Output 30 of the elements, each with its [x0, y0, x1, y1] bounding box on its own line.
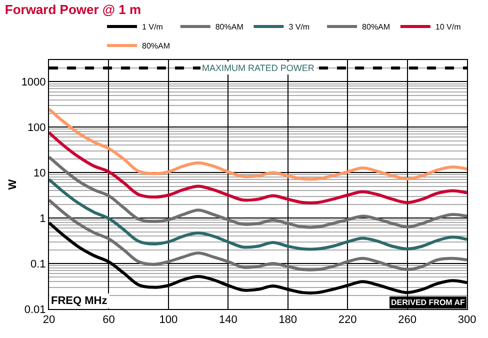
line-series: [49, 156, 467, 229]
line-series: [49, 198, 467, 272]
legend-label: 10 V/m: [435, 22, 462, 32]
x-tick-label: 60: [102, 314, 115, 326]
y-tick-label: 0.01: [24, 304, 46, 316]
chart-title: Forward Power @ 1 m: [4, 2, 142, 18]
x-tick-label: 20: [42, 314, 56, 326]
ref-line-label: MAXIMUM RATED POWER: [202, 63, 315, 73]
x-tick-label: 300: [458, 314, 476, 326]
legend-label: 80%AM: [362, 22, 390, 32]
line-series: [49, 131, 467, 204]
y-tick-label: 1: [40, 212, 46, 225]
x-tick-label: 100: [159, 314, 178, 326]
y-tick-label: 10: [34, 167, 46, 180]
x-tick-label: 220: [338, 314, 357, 326]
x-tick-label: 140: [218, 314, 238, 326]
legend-label: 80%AM: [215, 22, 244, 32]
x-tick-label: 260: [398, 314, 416, 326]
annotation: DERIVED FROM AF: [391, 298, 466, 307]
y-axis-title: W: [6, 178, 19, 190]
legend-label: 1 V/m: [142, 22, 164, 32]
x-tick-label: 180: [278, 314, 298, 326]
legend-label: 3 V/m: [288, 22, 310, 32]
legend-label: 80%AM: [142, 42, 170, 51]
y-tick-label: 100: [27, 122, 46, 134]
y-tick-label: 1000: [21, 76, 46, 89]
x-axis-title: FREQ MHz: [51, 295, 108, 307]
line-series: [49, 108, 467, 181]
line-series: [49, 178, 467, 251]
y-tick-label: 0.1: [30, 258, 46, 270]
